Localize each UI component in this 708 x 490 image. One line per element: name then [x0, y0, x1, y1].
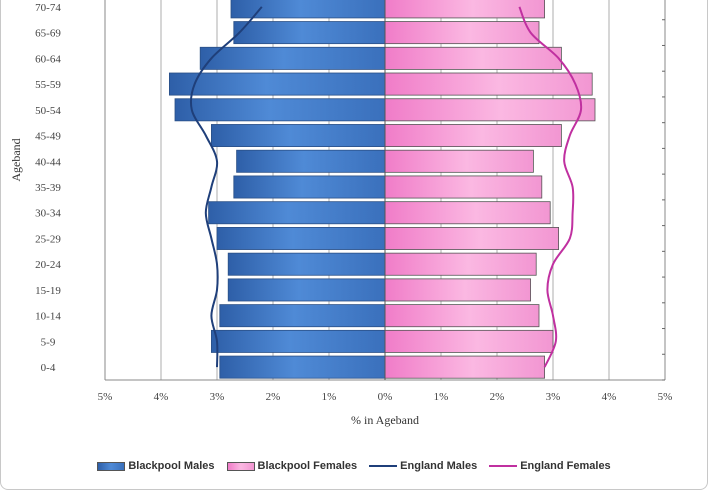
x-tick-label: 0%	[378, 391, 393, 403]
bar-blackpool-females	[384, 227, 560, 250]
blackpool-males-swatch	[97, 461, 126, 471]
x-tick-label: 1%	[434, 391, 449, 403]
y-tick-label: 60-64	[35, 53, 61, 65]
bar-blackpool-females	[384, 355, 546, 379]
x-tick-label: 4%	[154, 391, 169, 403]
legend-item-england-females: England Females	[489, 460, 611, 472]
bar-blackpool-females	[384, 175, 543, 199]
bar-blackpool-males	[210, 124, 386, 147]
england-males-swatch	[369, 465, 398, 467]
bar-blackpool-males	[208, 201, 386, 225]
bar-blackpool-males	[227, 278, 386, 302]
bar-blackpool-males	[199, 46, 386, 70]
bar-blackpool-males	[233, 21, 386, 45]
legend-label-blackpool-females: Blackpool Females	[257, 460, 358, 472]
blackpool-females-swatch	[226, 461, 255, 471]
bar-blackpool-females	[384, 149, 534, 173]
bar-blackpool-females	[384, 329, 554, 353]
legend-label-blackpool-males: Blackpool Males	[128, 460, 215, 472]
y-tick-label: 0-4	[41, 362, 56, 374]
line-england-females	[518, 6, 583, 368]
bar-blackpool-males	[210, 329, 386, 353]
x-tick-label: 2%	[266, 391, 281, 403]
x-axis-title: % in Ageband	[351, 413, 419, 427]
bar-blackpool-males	[233, 175, 386, 199]
y-tick-label: 35-39	[35, 182, 61, 194]
legend-label-england-females: England Females	[520, 460, 611, 472]
bar-blackpool-females	[384, 278, 532, 302]
legend-item-blackpool-males: Blackpool Males	[97, 460, 215, 472]
y-tick-label: 50-54	[35, 105, 61, 117]
bar-blackpool-males	[168, 72, 386, 96]
legend: Blackpool Males Blackpool Females Englan…	[0, 456, 708, 476]
y-tick-label: 15-19	[35, 285, 61, 297]
x-tick-label: 3%	[210, 391, 225, 403]
bar-blackpool-females	[384, 46, 562, 70]
bar-blackpool-females	[384, 124, 562, 147]
bar-blackpool-females	[384, 21, 540, 45]
legend-item-england-males: England Males	[369, 460, 477, 472]
bar-blackpool-females	[384, 252, 537, 276]
y-axis-title: Ageband	[9, 138, 23, 181]
y-tick-label: 65-69	[35, 28, 61, 40]
bar-blackpool-females	[384, 98, 596, 122]
bars	[168, 0, 596, 379]
y-tick-label: 40-44	[35, 156, 61, 168]
y-tick-label: 5-9	[41, 336, 56, 348]
y-tick-label: 20-24	[35, 259, 61, 271]
x-tick-label: 5%	[658, 391, 673, 403]
x-tick-label: 1%	[322, 391, 337, 403]
x-tick-label: 4%	[602, 391, 617, 403]
axes: 5% 4% 3% 2% 1% 0% 1% 2% 3% 4% 5% 0-4 5-9 10-14 15-19 20…	[35, 0, 672, 403]
y-tick-label: 30-34	[35, 208, 61, 220]
x-tick-label: 5%	[98, 391, 113, 403]
y-tick-label: 45-49	[35, 131, 61, 143]
bar-blackpool-males	[227, 252, 386, 276]
bar-blackpool-males	[219, 355, 386, 379]
bar-blackpool-males	[236, 149, 386, 173]
bar-blackpool-males	[174, 98, 386, 122]
line-england-males	[189, 6, 263, 368]
bar-blackpool-females	[384, 201, 551, 225]
lines	[189, 6, 583, 368]
x-tick-label: 3%	[546, 391, 561, 403]
y-tick-label: 10-14	[35, 311, 61, 323]
y-tick-label: 25-29	[35, 233, 61, 245]
bar-blackpool-males	[219, 304, 386, 328]
x-tick-label: 2%	[490, 391, 505, 403]
bar-blackpool-females	[384, 304, 540, 328]
y-tick-label: 70-74	[35, 2, 61, 14]
y-tick-label: 55-59	[35, 79, 61, 91]
bar-blackpool-females	[384, 72, 593, 96]
legend-item-blackpool-females: Blackpool Females	[226, 460, 358, 472]
bar-blackpool-males	[216, 227, 386, 250]
england-females-swatch	[489, 465, 518, 467]
legend-label-england-males: England Males	[400, 460, 478, 472]
